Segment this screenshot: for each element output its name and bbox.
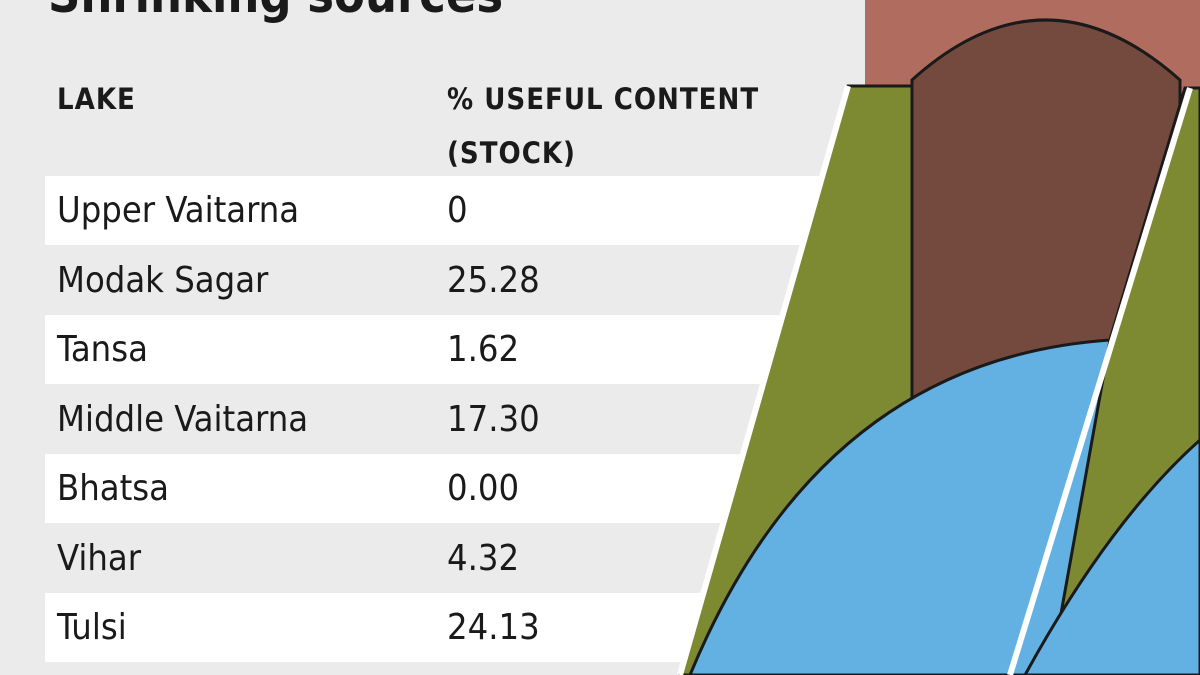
highlight bbox=[677, 85, 851, 675]
lake-name: Vihar bbox=[57, 537, 142, 579]
stock-value: 24.13 bbox=[447, 607, 540, 648]
table-row: Modak Sagar 25.28 bbox=[45, 246, 835, 315]
table-row: Vihar 4.32 bbox=[45, 524, 835, 593]
lake-name: Tansa bbox=[57, 329, 148, 370]
water bbox=[688, 338, 1112, 675]
lake-name: Tulsi bbox=[57, 607, 127, 648]
highlight bbox=[1007, 87, 1193, 675]
column-header: LAKE bbox=[57, 82, 136, 116]
stock-value: 4.32 bbox=[447, 537, 520, 579]
stock-value: 25.28 bbox=[447, 259, 540, 301]
stock-value: 1.62 bbox=[447, 329, 520, 370]
lake-name: Bhatsa bbox=[57, 468, 170, 509]
lake-name: Upper Vaitarna bbox=[57, 190, 300, 231]
column-header: % USEFUL CONTENT (STOCK) bbox=[447, 82, 760, 170]
table-row: Upper Vaitarna 0 bbox=[45, 176, 835, 245]
water bbox=[1023, 437, 1200, 675]
lake-name: Modak Sagar bbox=[57, 259, 269, 301]
stock-value: 0.00 bbox=[447, 468, 520, 509]
table-row: Bhatsa 0.00 bbox=[45, 454, 835, 523]
table-row: Tansa 1.62 bbox=[45, 315, 835, 384]
stock-value: 0 bbox=[447, 190, 468, 231]
lake-name: Middle Vaitarna bbox=[57, 398, 309, 440]
table-row: Middle Vaitarna 17.30 bbox=[45, 385, 835, 454]
stock-value: 17.30 bbox=[447, 398, 540, 440]
title: Shrinking sources bbox=[48, 0, 503, 24]
